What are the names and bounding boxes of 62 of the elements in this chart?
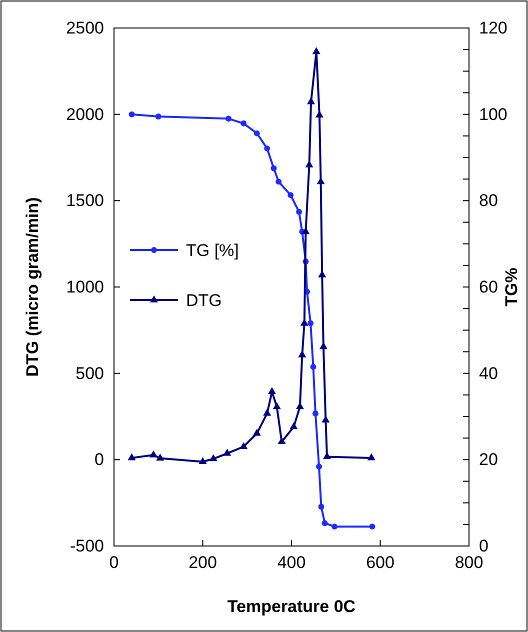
point xyxy=(322,452,332,460)
point xyxy=(252,428,261,436)
point xyxy=(226,116,232,122)
point xyxy=(198,457,207,464)
point xyxy=(128,453,136,460)
point xyxy=(312,47,320,54)
point xyxy=(312,410,318,416)
x-tick-label: 200 xyxy=(188,553,217,572)
x-tick-label: 400 xyxy=(277,553,306,572)
x-tick-label: 800 xyxy=(454,553,484,572)
y2-tick-label: 20 xyxy=(479,450,498,470)
point xyxy=(209,454,218,462)
y-tick-label: 1000 xyxy=(66,277,104,296)
y2-tick-label: 40 xyxy=(479,364,498,383)
point xyxy=(367,453,376,460)
point xyxy=(316,464,322,470)
x-tick-label: 600 xyxy=(366,553,394,572)
y-axis-title: DTG (micro gram/min) xyxy=(23,197,42,377)
point xyxy=(270,165,277,172)
y-tick-label: 2500 xyxy=(66,18,104,38)
point xyxy=(240,442,248,450)
point xyxy=(308,320,314,326)
point xyxy=(128,111,135,118)
y-tick-label: 500 xyxy=(76,364,104,383)
point xyxy=(322,520,328,526)
point xyxy=(155,114,162,120)
point xyxy=(276,178,282,185)
point xyxy=(310,364,316,370)
y2-axis-title: TG% xyxy=(502,268,521,306)
point xyxy=(268,387,276,394)
point xyxy=(307,97,316,104)
point xyxy=(369,524,376,530)
point xyxy=(315,110,324,118)
legend-label: DTG xyxy=(186,291,222,310)
point xyxy=(319,342,328,350)
x-axis-title: Temperature 0C xyxy=(227,597,356,616)
point xyxy=(302,227,310,234)
y-tick-label: 1500 xyxy=(66,191,104,210)
point xyxy=(240,120,247,126)
y2-tick-label: 100 xyxy=(479,104,508,124)
point xyxy=(254,130,260,136)
point xyxy=(288,192,294,198)
point xyxy=(264,145,270,152)
y2-tick-label: 60 xyxy=(479,277,498,296)
legend-label: TG [%] xyxy=(186,241,239,260)
point xyxy=(223,448,232,456)
point xyxy=(290,422,298,430)
point xyxy=(263,408,272,416)
x-tick-label: 0 xyxy=(109,553,119,572)
point xyxy=(156,454,164,461)
point xyxy=(278,437,286,444)
y-tick-label: -500 xyxy=(70,536,104,556)
point xyxy=(332,524,338,530)
y2-tick-label: 0 xyxy=(479,536,488,556)
y-tick-label: 0 xyxy=(94,450,104,470)
y-tick-label: 2000 xyxy=(66,104,104,124)
point xyxy=(296,208,302,215)
point xyxy=(318,504,324,510)
y2-tick-label: 120 xyxy=(479,18,508,38)
point xyxy=(272,402,281,410)
y2-tick-label: 80 xyxy=(479,191,498,210)
point xyxy=(296,402,304,410)
